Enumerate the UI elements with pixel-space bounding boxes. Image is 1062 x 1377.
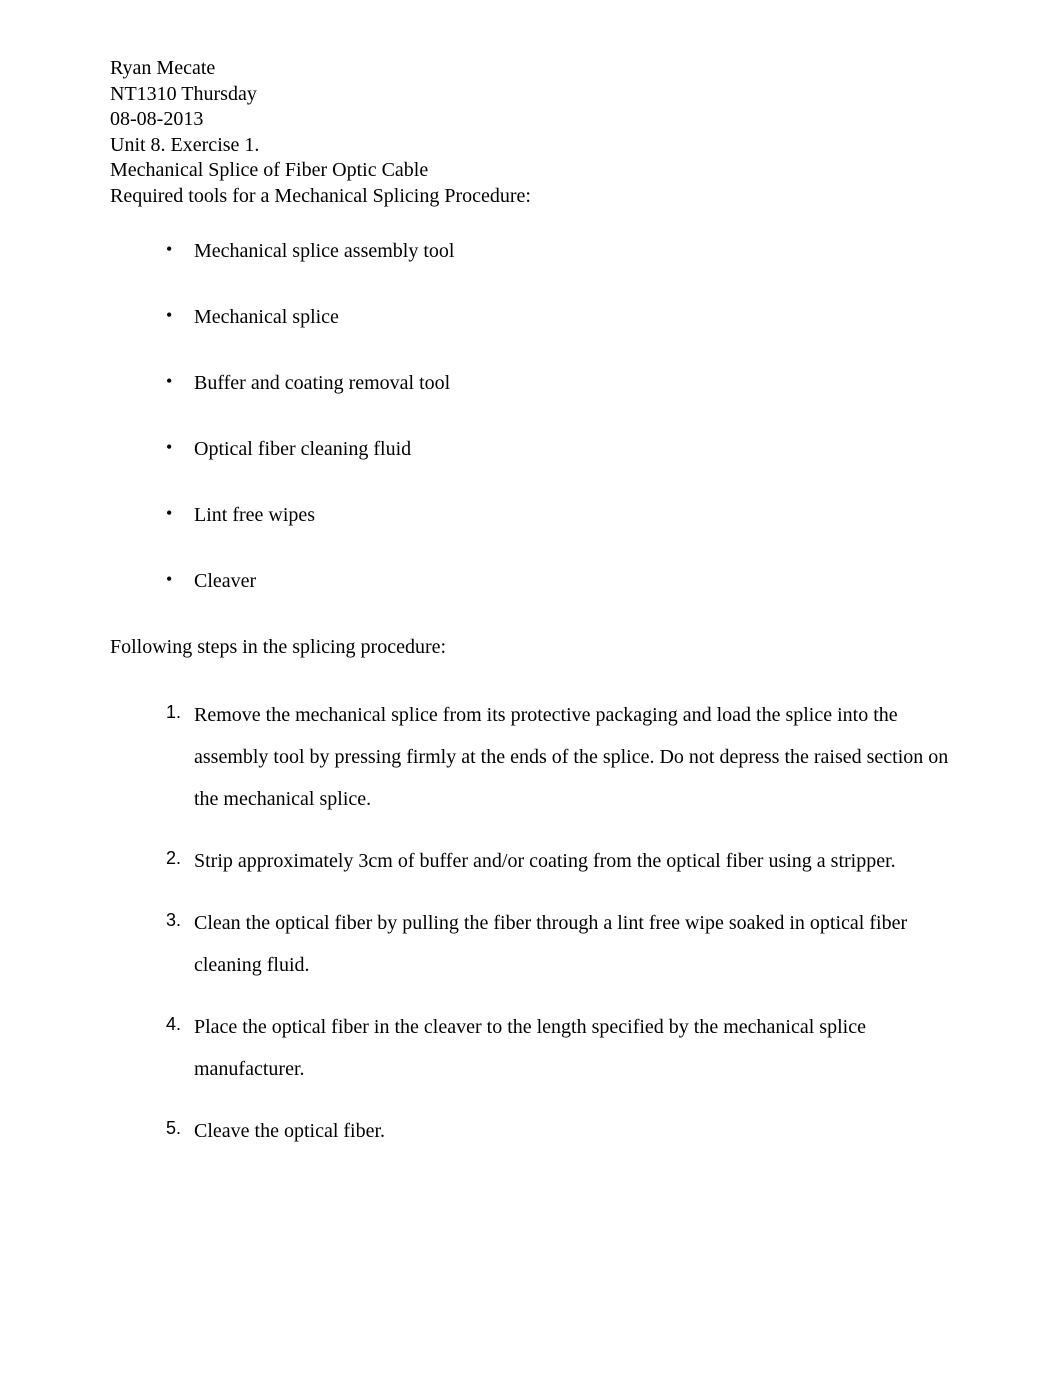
step-text: Strip approximately 3cm of buffer and/or… (194, 850, 896, 872)
list-item: Strip approximately 3cm of buffer and/or… (166, 840, 952, 882)
tools-list: Mechanical splice assembly tool Mechanic… (110, 238, 952, 594)
list-item: Cleaver (166, 568, 952, 594)
document-date: 08-08-2013 (110, 107, 952, 133)
document-title: Mechanical Splice of Fiber Optic Cable (110, 158, 952, 184)
tools-heading: Required tools for a Mechanical Splicing… (110, 184, 952, 210)
list-item: Clean the optical fiber by pulling the f… (166, 902, 952, 986)
author-name: Ryan Mecate (110, 56, 952, 82)
step-text: Place the optical fiber in the cleaver t… (194, 1016, 866, 1080)
list-item: Buffer and coating removal tool (166, 370, 952, 396)
tool-label: Mechanical splice assembly tool (194, 240, 454, 262)
step-text: Remove the mechanical splice from its pr… (194, 704, 948, 810)
step-text: Clean the optical fiber by pulling the f… (194, 912, 907, 976)
tool-label: Optical fiber cleaning fluid (194, 438, 411, 460)
unit-exercise: Unit 8. Exercise 1. (110, 133, 952, 159)
tool-label: Cleaver (194, 570, 256, 592)
list-item: Remove the mechanical splice from its pr… (166, 694, 952, 820)
list-item: Mechanical splice (166, 304, 952, 330)
list-item: Mechanical splice assembly tool (166, 238, 952, 264)
list-item: Cleave the optical fiber. (166, 1110, 952, 1152)
list-item: Lint free wipes (166, 502, 952, 528)
tool-label: Buffer and coating removal tool (194, 372, 450, 394)
tool-label: Mechanical splice (194, 306, 339, 328)
step-text: Cleave the optical fiber. (194, 1120, 385, 1142)
list-item: Optical fiber cleaning fluid (166, 436, 952, 462)
steps-list: Remove the mechanical splice from its pr… (110, 694, 952, 1152)
list-item: Place the optical fiber in the cleaver t… (166, 1006, 952, 1090)
steps-heading: Following steps in the splicing procedur… (110, 634, 952, 660)
tool-label: Lint free wipes (194, 504, 315, 526)
course-code: NT1310 Thursday (110, 82, 952, 108)
